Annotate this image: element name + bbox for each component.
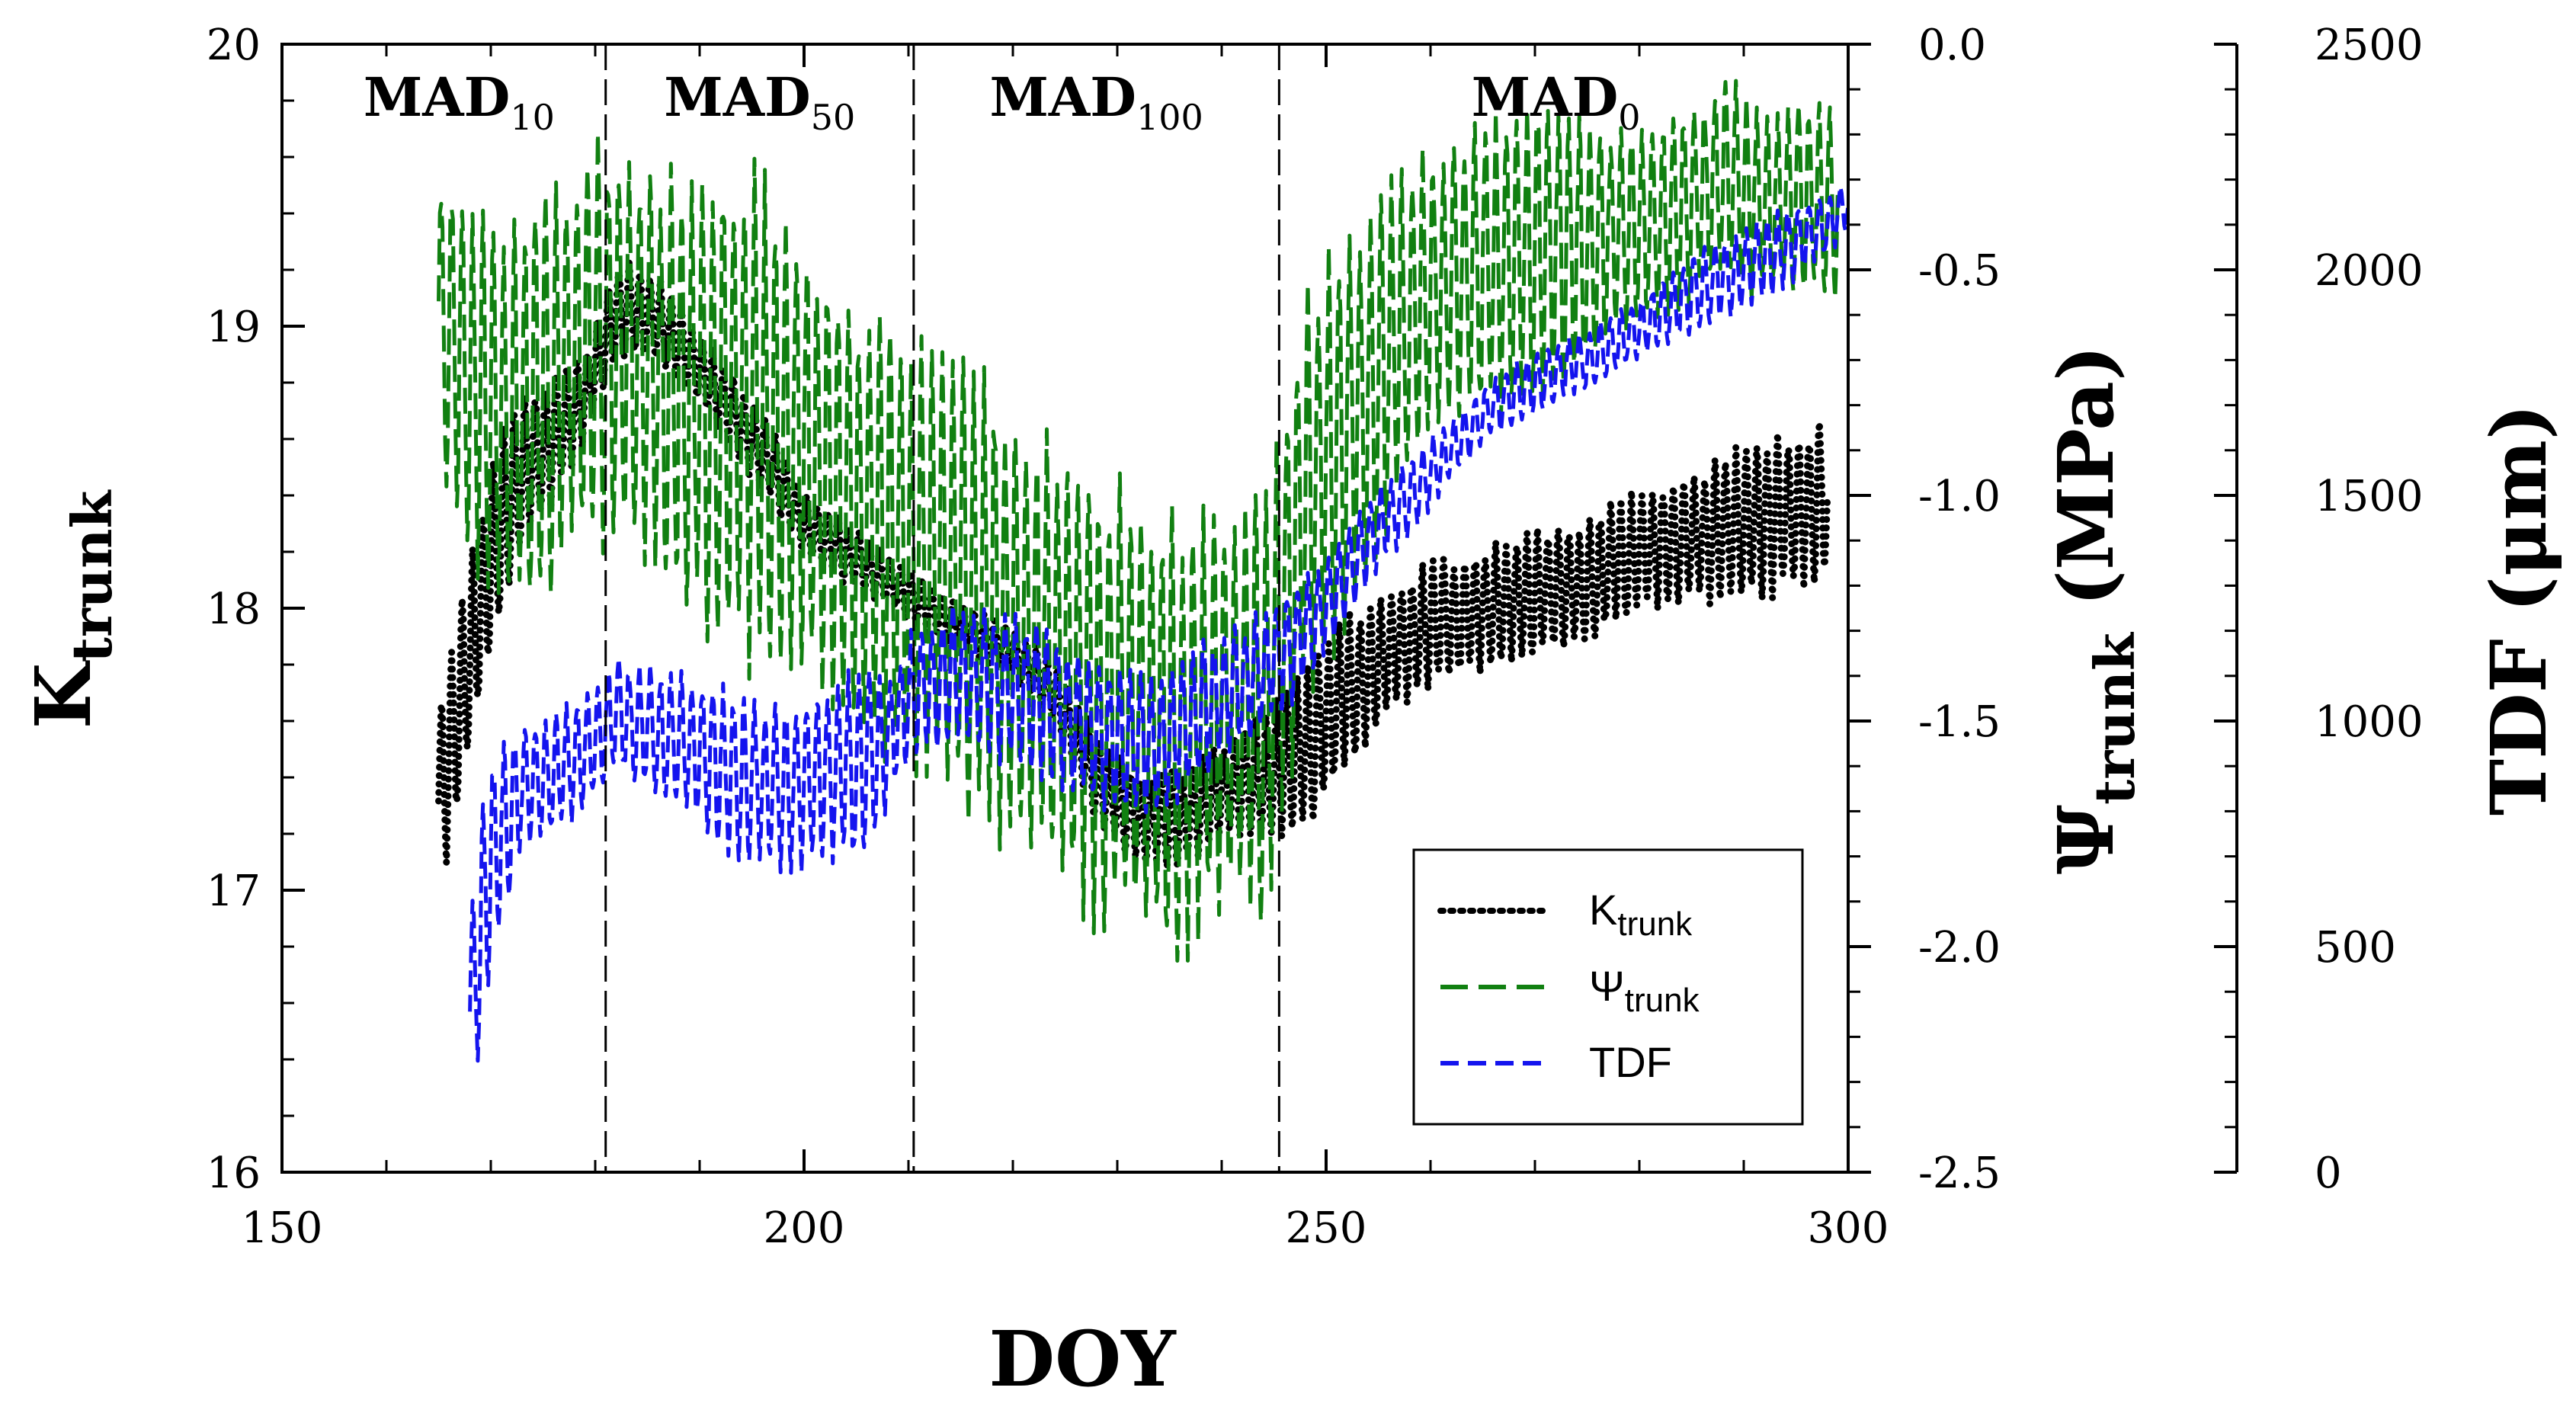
right1-tick-label: -1.0 xyxy=(1918,472,2001,521)
right1-tick-label: -1.5 xyxy=(1918,697,2001,747)
series-TDF xyxy=(468,184,1850,1063)
region-labels: MAD10 MAD50 MAD100 MAD0 xyxy=(364,66,1641,138)
legend-label-tdf: TDF xyxy=(1589,1038,1672,1086)
x-tick-label: 150 xyxy=(242,1203,323,1253)
region-label-sub: 50 xyxy=(811,97,856,138)
x-tick-label: 250 xyxy=(1286,1203,1367,1253)
right1-tick-label: -2.5 xyxy=(1918,1149,2001,1198)
region-boundaries xyxy=(604,44,1280,1172)
right2-tick-label: 1500 xyxy=(2315,472,2424,521)
left-tick-label: 17 xyxy=(207,867,261,916)
x-tick-label: 300 xyxy=(1808,1203,1889,1253)
region-label: MAD50 xyxy=(664,66,855,138)
x-tick-label: 200 xyxy=(764,1203,845,1253)
right1-axis-title-main: Ψ xyxy=(2041,805,2131,874)
region-label-sub: 0 xyxy=(1618,97,1640,138)
left-tick-label: 18 xyxy=(207,585,261,634)
region-label: MAD10 xyxy=(364,66,555,138)
region-label-main: MAD xyxy=(364,66,511,129)
right2-tick-label: 2000 xyxy=(2315,246,2424,296)
right2-tick-label: 0 xyxy=(2315,1149,2342,1198)
left-axis-title: Ktrunk xyxy=(18,489,124,729)
right1-tick-label: 0.0 xyxy=(1918,21,1986,70)
region-label-main: MAD xyxy=(664,66,811,129)
region-label-sub: 100 xyxy=(1136,97,1203,138)
right2-tick-label: 1000 xyxy=(2315,697,2424,747)
right1-tick-label: -0.5 xyxy=(1918,246,2001,296)
legend-label-psitrunk: Ψtrunk xyxy=(1589,962,1700,1019)
left-tick-label: 16 xyxy=(207,1149,261,1198)
region-label-main: MAD xyxy=(989,66,1136,129)
legend-label-ktrunk: Ktrunk xyxy=(1589,886,1693,943)
region-label: MAD100 xyxy=(989,66,1203,138)
right2-tick-label: 500 xyxy=(2315,923,2396,973)
left-axis-title-main: K xyxy=(18,660,108,729)
x-axis-title: DOY xyxy=(988,1314,1177,1404)
legend: Ktrunk Ψtrunk TDF xyxy=(1412,848,1804,1126)
right2-axis-title: TDF (μm) xyxy=(2474,404,2564,816)
right1-axis-title-sub: trunk xyxy=(2082,631,2147,805)
axes: 150 200 250 300 16 17 18 19 20 -2.5 -2.0 -1.5 -1.0 -0… xyxy=(207,21,2424,1253)
left-tick-label: 19 xyxy=(207,303,261,352)
series-line-TDF xyxy=(468,184,1850,1063)
region-label-main: MAD xyxy=(1472,66,1619,129)
region-label-sub: 10 xyxy=(510,97,555,138)
region-label: MAD0 xyxy=(1472,66,1641,138)
right1-axis-title-unit: (MPa) xyxy=(2041,345,2131,633)
right1-axis-title: Ψtrunk (MPa) xyxy=(2041,345,2147,875)
left-axis-title-sub: trunk xyxy=(59,489,124,663)
left-tick-label: 20 xyxy=(207,21,261,70)
series-layer xyxy=(435,79,1850,1063)
right2-tick-label: 2500 xyxy=(2315,21,2424,70)
right1-tick-label: -2.0 xyxy=(1918,923,2001,973)
